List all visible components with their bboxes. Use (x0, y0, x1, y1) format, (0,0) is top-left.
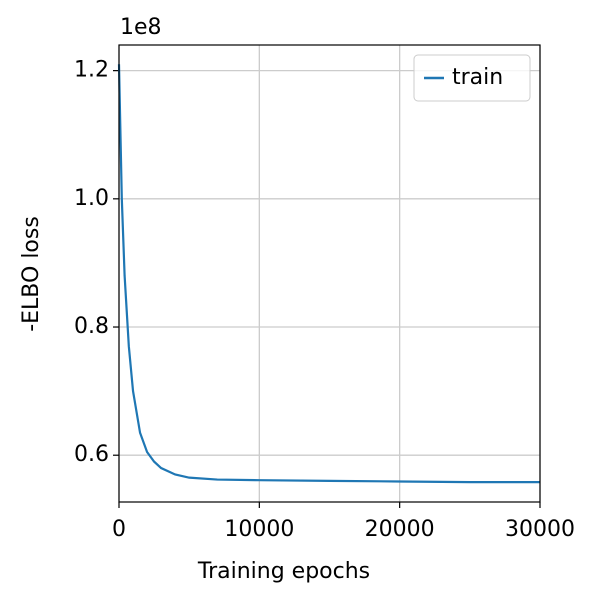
y-tick-label: 1.2 (74, 58, 109, 83)
y-tick-label: 0.8 (74, 314, 109, 339)
legend-label: train (452, 65, 503, 90)
y-tick-label: 1.0 (74, 186, 109, 211)
x-tick-label: 10000 (224, 517, 294, 542)
y-axis-label: -ELBO loss (19, 216, 44, 332)
x-axis-label: Training epochs (197, 559, 370, 584)
x-tick-label: 0 (112, 517, 126, 542)
legend-box (413, 54, 531, 102)
x-tick-label: 20000 (365, 517, 435, 542)
line (117, 64, 540, 484)
plot-frame (118, 44, 541, 503)
y-offset-label: 1e8 (120, 15, 162, 40)
y-tick-label: 0.6 (74, 442, 109, 467)
x-tick-label: 30000 (505, 517, 575, 542)
